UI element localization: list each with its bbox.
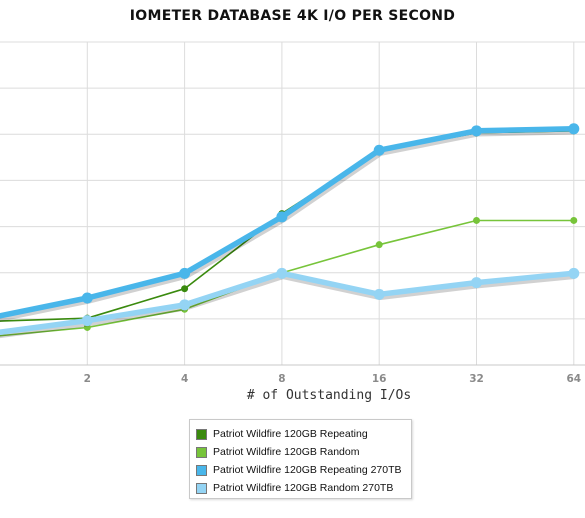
x-tick-label: 4	[181, 373, 188, 385]
series-line-shadow	[0, 271, 576, 339]
grid	[0, 41, 585, 366]
legend-item: Patriot Wildfire 120GB Random 270TB	[196, 479, 411, 497]
legend-label: Patriot Wildfire 120GB Random 270TB	[213, 482, 394, 494]
legend-label: Patriot Wildfire 120GB Repeating	[213, 428, 368, 440]
data-point	[373, 144, 385, 156]
legend-item: Patriot Wildfire 120GB Repeating 270TB	[196, 461, 411, 479]
legend-item: Patriot Wildfire 120GB Random	[196, 443, 411, 461]
x-tick-label: 16	[372, 373, 387, 385]
series-line-shadow	[0, 127, 575, 322]
x-tick-label: 64	[566, 373, 581, 385]
data-point	[568, 267, 580, 279]
x-tick-label: 8	[278, 373, 285, 385]
data-point	[471, 277, 482, 289]
x-tick-labels: 2 4 8 16 32 64	[84, 373, 581, 385]
legend-swatch	[196, 482, 207, 494]
data-point	[471, 125, 482, 137]
data-point	[179, 267, 191, 279]
legend-swatch	[196, 464, 207, 476]
data-point	[473, 216, 480, 224]
x-tick-label: 2	[84, 373, 91, 385]
chart-title: IOMETER DATABASE 4K I/O PER SECOND	[129, 8, 456, 24]
data-point	[570, 216, 578, 224]
series-layer	[0, 123, 580, 339]
legend-swatch	[196, 446, 207, 458]
x-axis-label: # of Outstanding I/Os	[246, 388, 412, 403]
series-4	[0, 267, 580, 339]
data-point	[181, 285, 189, 293]
series-line	[0, 126, 574, 319]
legend-swatch	[196, 428, 207, 440]
legend: Patriot Wildfire 120GB Repeating Patriot …	[189, 419, 412, 499]
data-point	[179, 299, 191, 311]
legend-label: Patriot Wildfire 120GB Repeating 270TB	[213, 464, 402, 476]
data-point	[375, 241, 383, 249]
data-point	[81, 292, 93, 304]
data-point	[373, 288, 385, 300]
data-point	[81, 315, 93, 327]
data-point	[276, 211, 288, 223]
data-point	[276, 267, 288, 279]
legend-label: Patriot Wildfire 120GB Random	[213, 446, 360, 458]
x-tick-label: 32	[469, 373, 484, 385]
series-3	[0, 123, 580, 322]
legend-item: Patriot Wildfire 120GB Repeating	[196, 425, 411, 443]
data-point	[568, 123, 580, 135]
